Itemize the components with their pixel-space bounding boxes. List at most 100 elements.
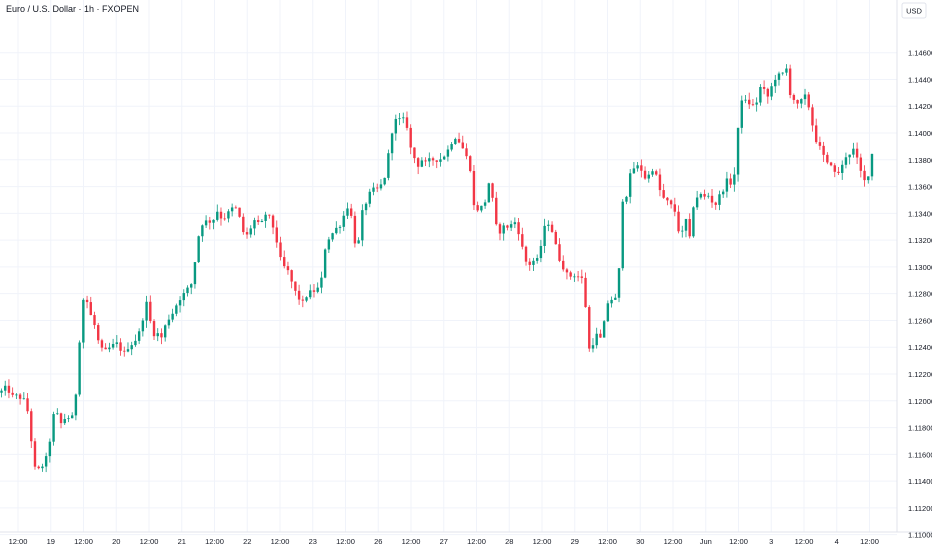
candle	[26, 392, 29, 414]
candle-body	[104, 347, 107, 350]
candle-body	[390, 133, 394, 154]
candle	[204, 215, 208, 228]
candle-body	[465, 148, 468, 157]
candle-body	[353, 215, 357, 244]
candle	[498, 222, 502, 241]
candle	[755, 97, 758, 112]
candle	[137, 328, 141, 345]
candle	[227, 209, 230, 223]
candle-body	[256, 220, 260, 222]
candle-body	[234, 207, 238, 209]
candle	[327, 236, 331, 253]
candle-body	[710, 195, 714, 203]
candle-body	[22, 398, 26, 400]
candle	[428, 152, 431, 168]
candle-body	[796, 99, 799, 104]
candle-body	[286, 266, 290, 271]
candle	[271, 214, 275, 235]
candle	[379, 179, 383, 191]
time-tick-label: 12:00	[860, 537, 879, 546]
candle-body	[18, 394, 22, 399]
candle	[751, 98, 755, 107]
price-axis[interactable]: 1.14600 1.14400 1.14200 1.14000 1.13800 1.136…	[908, 49, 932, 540]
candle-body	[249, 228, 252, 235]
candle-body	[364, 203, 368, 211]
candle	[532, 257, 535, 271]
candle-body	[130, 345, 133, 350]
candle-body	[15, 394, 18, 396]
candle-body	[792, 95, 796, 100]
candle-body	[346, 208, 349, 216]
candle	[562, 255, 565, 272]
candle-body	[208, 220, 212, 223]
candle-body	[580, 276, 584, 278]
candle-body	[461, 142, 464, 149]
candle	[178, 296, 182, 313]
candle	[145, 295, 148, 328]
candle	[163, 324, 167, 342]
candle-body	[108, 347, 111, 350]
candle	[573, 273, 576, 282]
candle-body	[134, 340, 137, 346]
candle	[509, 220, 513, 232]
candle	[15, 393, 18, 400]
chart-title: Euro / U.S. Dollar · 1h · FXOPEN	[6, 4, 139, 14]
candle-body	[740, 100, 743, 128]
candle	[491, 182, 494, 202]
candle-body	[498, 224, 502, 234]
candle	[454, 137, 457, 145]
candle-body	[97, 325, 100, 341]
candle-body	[811, 107, 814, 126]
candle-body	[495, 197, 498, 225]
candle-body	[547, 224, 550, 226]
candle-body	[111, 343, 115, 348]
candle	[595, 327, 598, 349]
candle	[770, 82, 773, 101]
candle	[413, 147, 416, 164]
candle-body	[323, 249, 327, 278]
candle-body	[614, 297, 617, 300]
candle-body	[93, 315, 96, 326]
time-tick-label: 30	[636, 537, 644, 546]
candle	[431, 156, 435, 166]
candle	[837, 166, 840, 176]
candle	[513, 217, 517, 229]
candle-body	[524, 246, 528, 262]
candle-body	[841, 164, 844, 173]
candle-body	[688, 218, 691, 237]
candle-body	[591, 345, 595, 349]
candle	[844, 152, 848, 169]
candle	[855, 142, 859, 164]
candle-body	[655, 171, 658, 175]
time-tick-label: 12:00	[795, 537, 814, 546]
time-tick-label: 4	[835, 537, 839, 546]
candle-body	[439, 159, 442, 162]
candle	[294, 281, 297, 296]
candle-body	[807, 94, 810, 108]
candle-body	[227, 211, 230, 219]
price-tick-label: 1.11200	[908, 504, 932, 513]
candle	[309, 284, 312, 300]
currency-badge[interactable]: USD	[901, 2, 927, 19]
candle	[811, 104, 814, 132]
candle-body	[532, 260, 535, 265]
candle	[863, 165, 866, 187]
candle-body	[152, 321, 156, 337]
time-axis[interactable]: 12:00 19 12:00 20 12:00 21 12:00 22 12:00 23 12:00…	[9, 537, 879, 546]
candle	[219, 207, 223, 226]
candle	[774, 74, 777, 93]
candle	[22, 392, 26, 400]
price-tick-label: 1.13800	[908, 156, 932, 165]
candle-body	[137, 331, 141, 341]
price-tick-label: 1.12600	[908, 316, 932, 325]
candle-body	[156, 333, 159, 337]
candle	[171, 308, 174, 323]
time-tick-label: 12:00	[140, 537, 159, 546]
candle-body	[818, 142, 822, 146]
candle-body	[338, 226, 342, 228]
candle	[290, 269, 293, 289]
candle	[297, 284, 301, 305]
candle	[305, 296, 308, 303]
candle	[349, 203, 353, 219]
candle	[681, 225, 684, 238]
